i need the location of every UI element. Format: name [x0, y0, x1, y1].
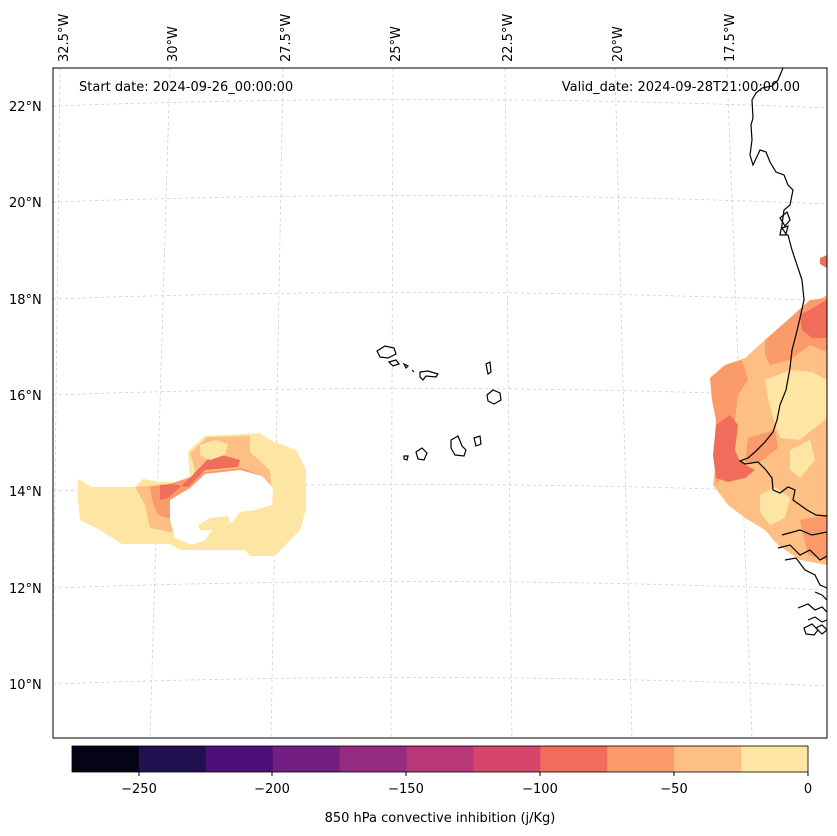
- colorbar-segment: [473, 746, 541, 772]
- colorbar-tick-label: 0: [804, 782, 812, 797]
- colorbar-segment: [540, 746, 608, 772]
- lat-label: 10°N: [9, 678, 42, 693]
- colorbar-tick-label: −200: [254, 782, 290, 797]
- cin-field-west: [78, 433, 306, 556]
- lon-label: 20°W: [611, 26, 626, 62]
- colorbar-segment: [138, 746, 207, 772]
- colorbar-segment: [339, 746, 408, 772]
- longitude-labels: 32.5°W 30°W 27.5°W 25°W 22.5°W 20°W 17.5…: [57, 14, 738, 62]
- lon-label: 27.5°W: [279, 14, 294, 62]
- colorbar-frame: [71, 745, 809, 773]
- colorbar-tick-label: −100: [522, 782, 558, 797]
- latitude-labels: 22°N 20°N 18°N 16°N 14°N 12°N 10°N: [9, 100, 42, 693]
- colorbar-segment: [272, 746, 341, 772]
- map-frame: [52, 67, 828, 739]
- colorbar-segment: [72, 746, 140, 772]
- colorbar-segment: [741, 746, 809, 772]
- colorbar-segments: [72, 746, 809, 772]
- map-area: Start date: 2024-09-26_00:00:00 Valid_da…: [53, 68, 827, 738]
- colorbar-tick-label: −150: [388, 782, 424, 797]
- colorbar-tick-label: −50: [660, 782, 687, 797]
- lon-label: 17.5°W: [723, 14, 738, 62]
- colorbar-segment: [674, 746, 742, 772]
- lat-label: 22°N: [9, 100, 42, 115]
- valid-date-label: Valid_date: 2024-09-28T21:00:00.00: [562, 80, 800, 95]
- cape-verde-islands: [376, 345, 502, 461]
- colorbar-segment: [607, 746, 675, 772]
- colorbar: −250 −200 −150 −100 −50 0 850 hPa convec…: [71, 745, 812, 826]
- start-date-label: Start date: 2024-09-26_00:00:00: [79, 80, 293, 95]
- lat-label: 18°N: [9, 293, 42, 308]
- lon-label: 32.5°W: [57, 14, 72, 62]
- colorbar-title: 850 hPa convective inhibition (j/Kg): [325, 811, 556, 826]
- colorbar-segment: [406, 746, 474, 772]
- colorbar-segment: [205, 746, 274, 772]
- lon-label: 22.5°W: [501, 14, 516, 62]
- lat-label: 20°N: [9, 196, 42, 211]
- lon-label: 25°W: [389, 26, 404, 62]
- lat-label: 12°N: [9, 582, 42, 597]
- colorbar-tick-label: −250: [121, 782, 157, 797]
- colorbar-ticks: −250 −200 −150 −100 −50 0: [121, 772, 812, 797]
- africa-coastline: [738, 68, 827, 636]
- lon-label: 30°W: [166, 26, 181, 62]
- lat-label: 14°N: [9, 485, 42, 500]
- lat-label: 16°N: [9, 389, 42, 404]
